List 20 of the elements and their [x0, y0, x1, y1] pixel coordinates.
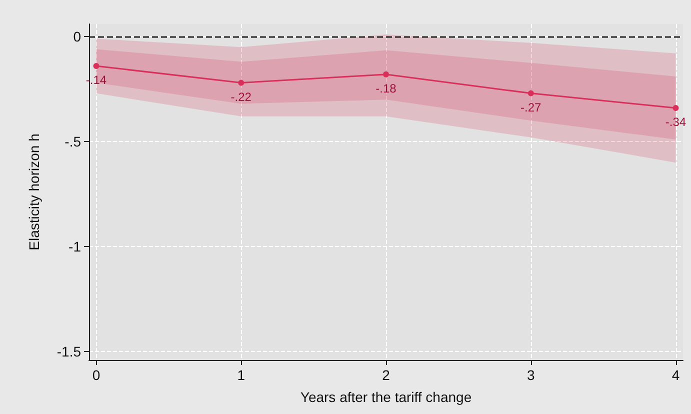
data-label: -.34: [665, 115, 686, 129]
x-tick-label: 2: [382, 367, 390, 383]
data-label: -.22: [230, 90, 252, 104]
x-axis-title: Years after the tariff change: [300, 389, 472, 405]
y-tick-label: 0: [73, 28, 82, 45]
point: [672, 105, 679, 111]
data-label: -.27: [520, 100, 542, 114]
y-tick-label: -1.5: [56, 344, 82, 360]
point: [238, 80, 244, 86]
y-tick-label: -.5: [64, 134, 82, 150]
x-tick-label: 0: [92, 367, 100, 383]
point: [383, 71, 389, 78]
point: [93, 63, 100, 69]
data-label: -.18: [376, 81, 397, 96]
x-tick-label: 4: [672, 367, 680, 383]
x-tick-label: 1: [237, 367, 246, 383]
y-tick-label: -1: [68, 238, 82, 255]
y-axis-title: Elasticity horizon h: [26, 134, 42, 250]
point: [528, 90, 534, 96]
x-tick-label: 3: [526, 367, 535, 383]
